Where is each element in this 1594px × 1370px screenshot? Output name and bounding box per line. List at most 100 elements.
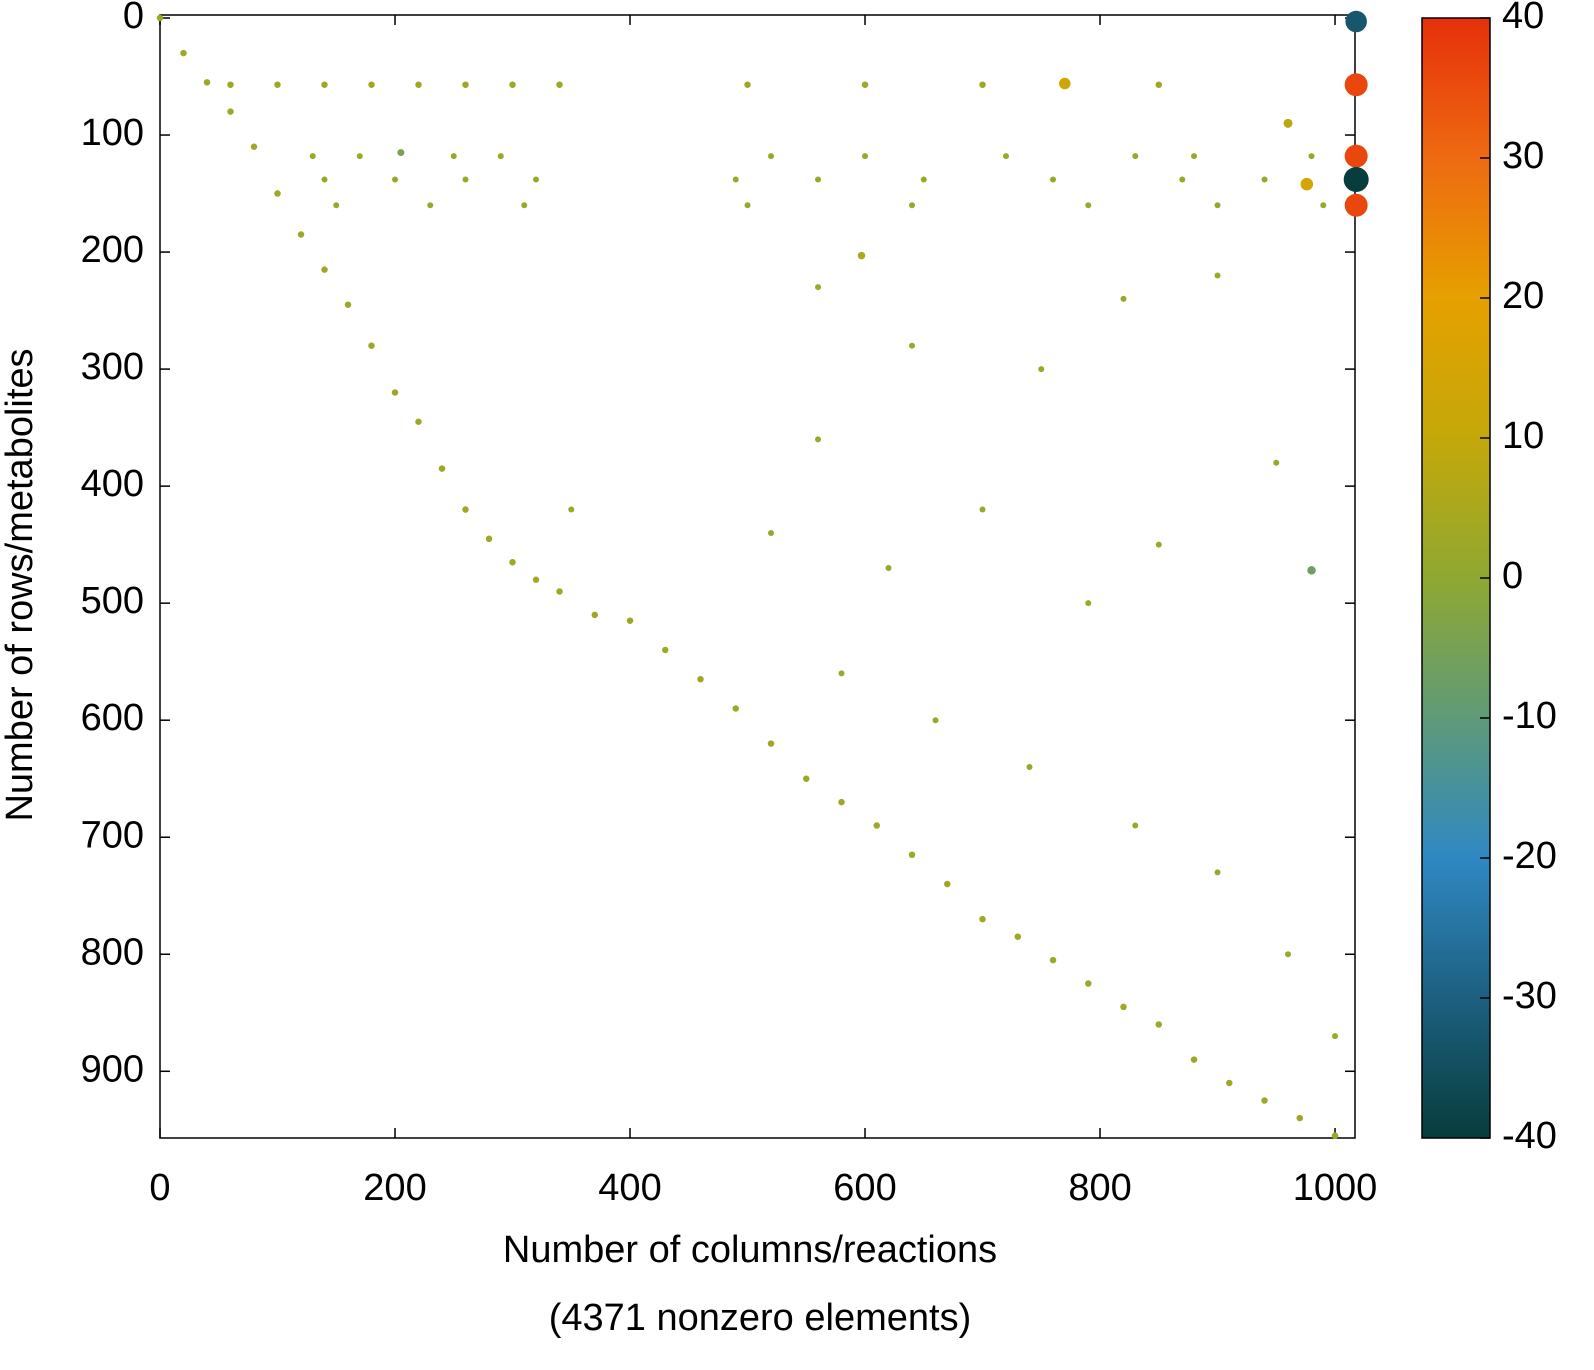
y-tick-label: 100 — [81, 112, 144, 154]
nonzero-point — [227, 108, 234, 115]
nonzero-point — [873, 822, 881, 829]
nonzero-point — [1179, 176, 1186, 183]
nonzero-point — [156, 14, 164, 22]
nonzero-point — [861, 81, 869, 88]
nonzero-point — [1345, 10, 1367, 33]
colorbar-tick-label: -10 — [1502, 695, 1557, 737]
nonzero-point — [368, 342, 375, 349]
y-axis-label: Number of rows/metabolites — [0, 348, 41, 821]
nonzero-point — [344, 301, 352, 308]
nonzero-point — [909, 342, 916, 349]
nonzero-point — [1050, 176, 1057, 183]
nonzero-point — [427, 202, 434, 209]
nonzero-point — [180, 49, 187, 57]
nonzero-point — [321, 176, 328, 183]
nonzero-point — [908, 851, 916, 859]
nonzero-point — [857, 251, 866, 260]
nonzero-point — [591, 611, 599, 619]
nonzero-point — [744, 202, 751, 209]
nonzero-point — [556, 588, 563, 595]
nonzero-point — [532, 576, 540, 584]
nonzero-point — [1300, 177, 1314, 191]
nonzero-point — [462, 176, 469, 183]
nonzero-point — [1344, 144, 1368, 168]
nonzero-point — [1307, 566, 1316, 575]
y-tick-label: 300 — [81, 346, 144, 388]
nonzero-point — [732, 176, 739, 183]
x-tick-label: 200 — [363, 1167, 426, 1209]
x-axis-label: (4371 nonzero elements) — [549, 1297, 971, 1339]
nonzero-point — [321, 266, 328, 273]
nonzero-point — [979, 915, 986, 923]
nonzero-point — [885, 565, 892, 572]
nonzero-point — [392, 176, 399, 183]
nonzero-point — [838, 798, 845, 806]
nonzero-point — [1155, 541, 1162, 548]
x-axis-label: Number of columns/reactions — [503, 1229, 997, 1271]
nonzero-point — [979, 506, 986, 513]
nonzero-point — [862, 153, 869, 160]
nonzero-point — [768, 529, 775, 536]
nonzero-point — [803, 775, 810, 782]
nonzero-point — [815, 436, 822, 443]
nonzero-point — [450, 153, 457, 160]
nonzero-point — [438, 465, 446, 472]
nonzero-point — [732, 705, 740, 712]
colorbar — [1421, 17, 1491, 1139]
nonzero-point — [1285, 951, 1292, 958]
nonzero-point — [509, 558, 516, 566]
nonzero-point — [1014, 933, 1022, 940]
nonzero-point — [1190, 1056, 1198, 1063]
nonzero-point — [1026, 764, 1033, 771]
nonzero-point — [744, 81, 751, 88]
x-tick-label: 400 — [598, 1167, 661, 1209]
nonzero-point — [697, 675, 704, 683]
nonzero-point — [815, 284, 822, 291]
nonzero-point — [485, 535, 493, 543]
nonzero-point — [1085, 980, 1092, 987]
nonzero-point — [662, 646, 669, 654]
nonzero-point — [767, 740, 775, 747]
plot-frame — [159, 14, 1356, 1139]
nonzero-point — [1059, 77, 1071, 90]
nonzero-point — [203, 79, 211, 86]
nonzero-point — [397, 149, 405, 157]
nonzero-point — [333, 202, 340, 209]
nonzero-point — [568, 506, 575, 513]
colorbar-tick-label: 10 — [1502, 415, 1544, 457]
nonzero-point — [462, 506, 469, 513]
colorbar-tick-label: -40 — [1502, 1115, 1557, 1157]
nonzero-point — [415, 81, 422, 88]
nonzero-point — [1344, 193, 1368, 217]
nonzero-point — [356, 153, 363, 160]
y-tick-label: 0 — [123, 0, 144, 37]
nonzero-point — [1343, 167, 1369, 193]
colorbar-tick-label: 30 — [1502, 135, 1544, 177]
y-tick-label: 600 — [81, 697, 144, 739]
colorbar-tick-label: 40 — [1502, 0, 1544, 37]
nonzero-point — [1344, 73, 1368, 97]
nonzero-point — [1085, 600, 1092, 607]
nonzero-point — [1003, 153, 1010, 160]
colorbar-tick-label: 20 — [1502, 275, 1544, 317]
nonzero-point — [838, 670, 845, 677]
nonzero-point — [1120, 295, 1127, 302]
nonzero-point — [521, 202, 528, 209]
nonzero-point — [509, 81, 516, 88]
nonzero-point — [1214, 272, 1221, 279]
nonzero-point — [1283, 118, 1293, 128]
y-tick-label: 900 — [81, 1048, 144, 1090]
y-tick-label: 500 — [81, 580, 144, 622]
y-tick-label: 800 — [81, 931, 144, 973]
x-tick-label: 0 — [149, 1167, 170, 1209]
nonzero-point — [815, 176, 822, 183]
y-tick-label: 400 — [81, 463, 144, 505]
colorbar-tick-label: -20 — [1502, 835, 1557, 877]
nonzero-point — [1120, 1003, 1127, 1011]
y-tick-label: 200 — [81, 229, 144, 271]
nonzero-point — [1191, 153, 1198, 160]
y-tick-label: 700 — [81, 814, 144, 856]
nonzero-point — [1155, 81, 1163, 88]
nonzero-point — [497, 153, 504, 160]
nonzero-point — [909, 202, 916, 209]
